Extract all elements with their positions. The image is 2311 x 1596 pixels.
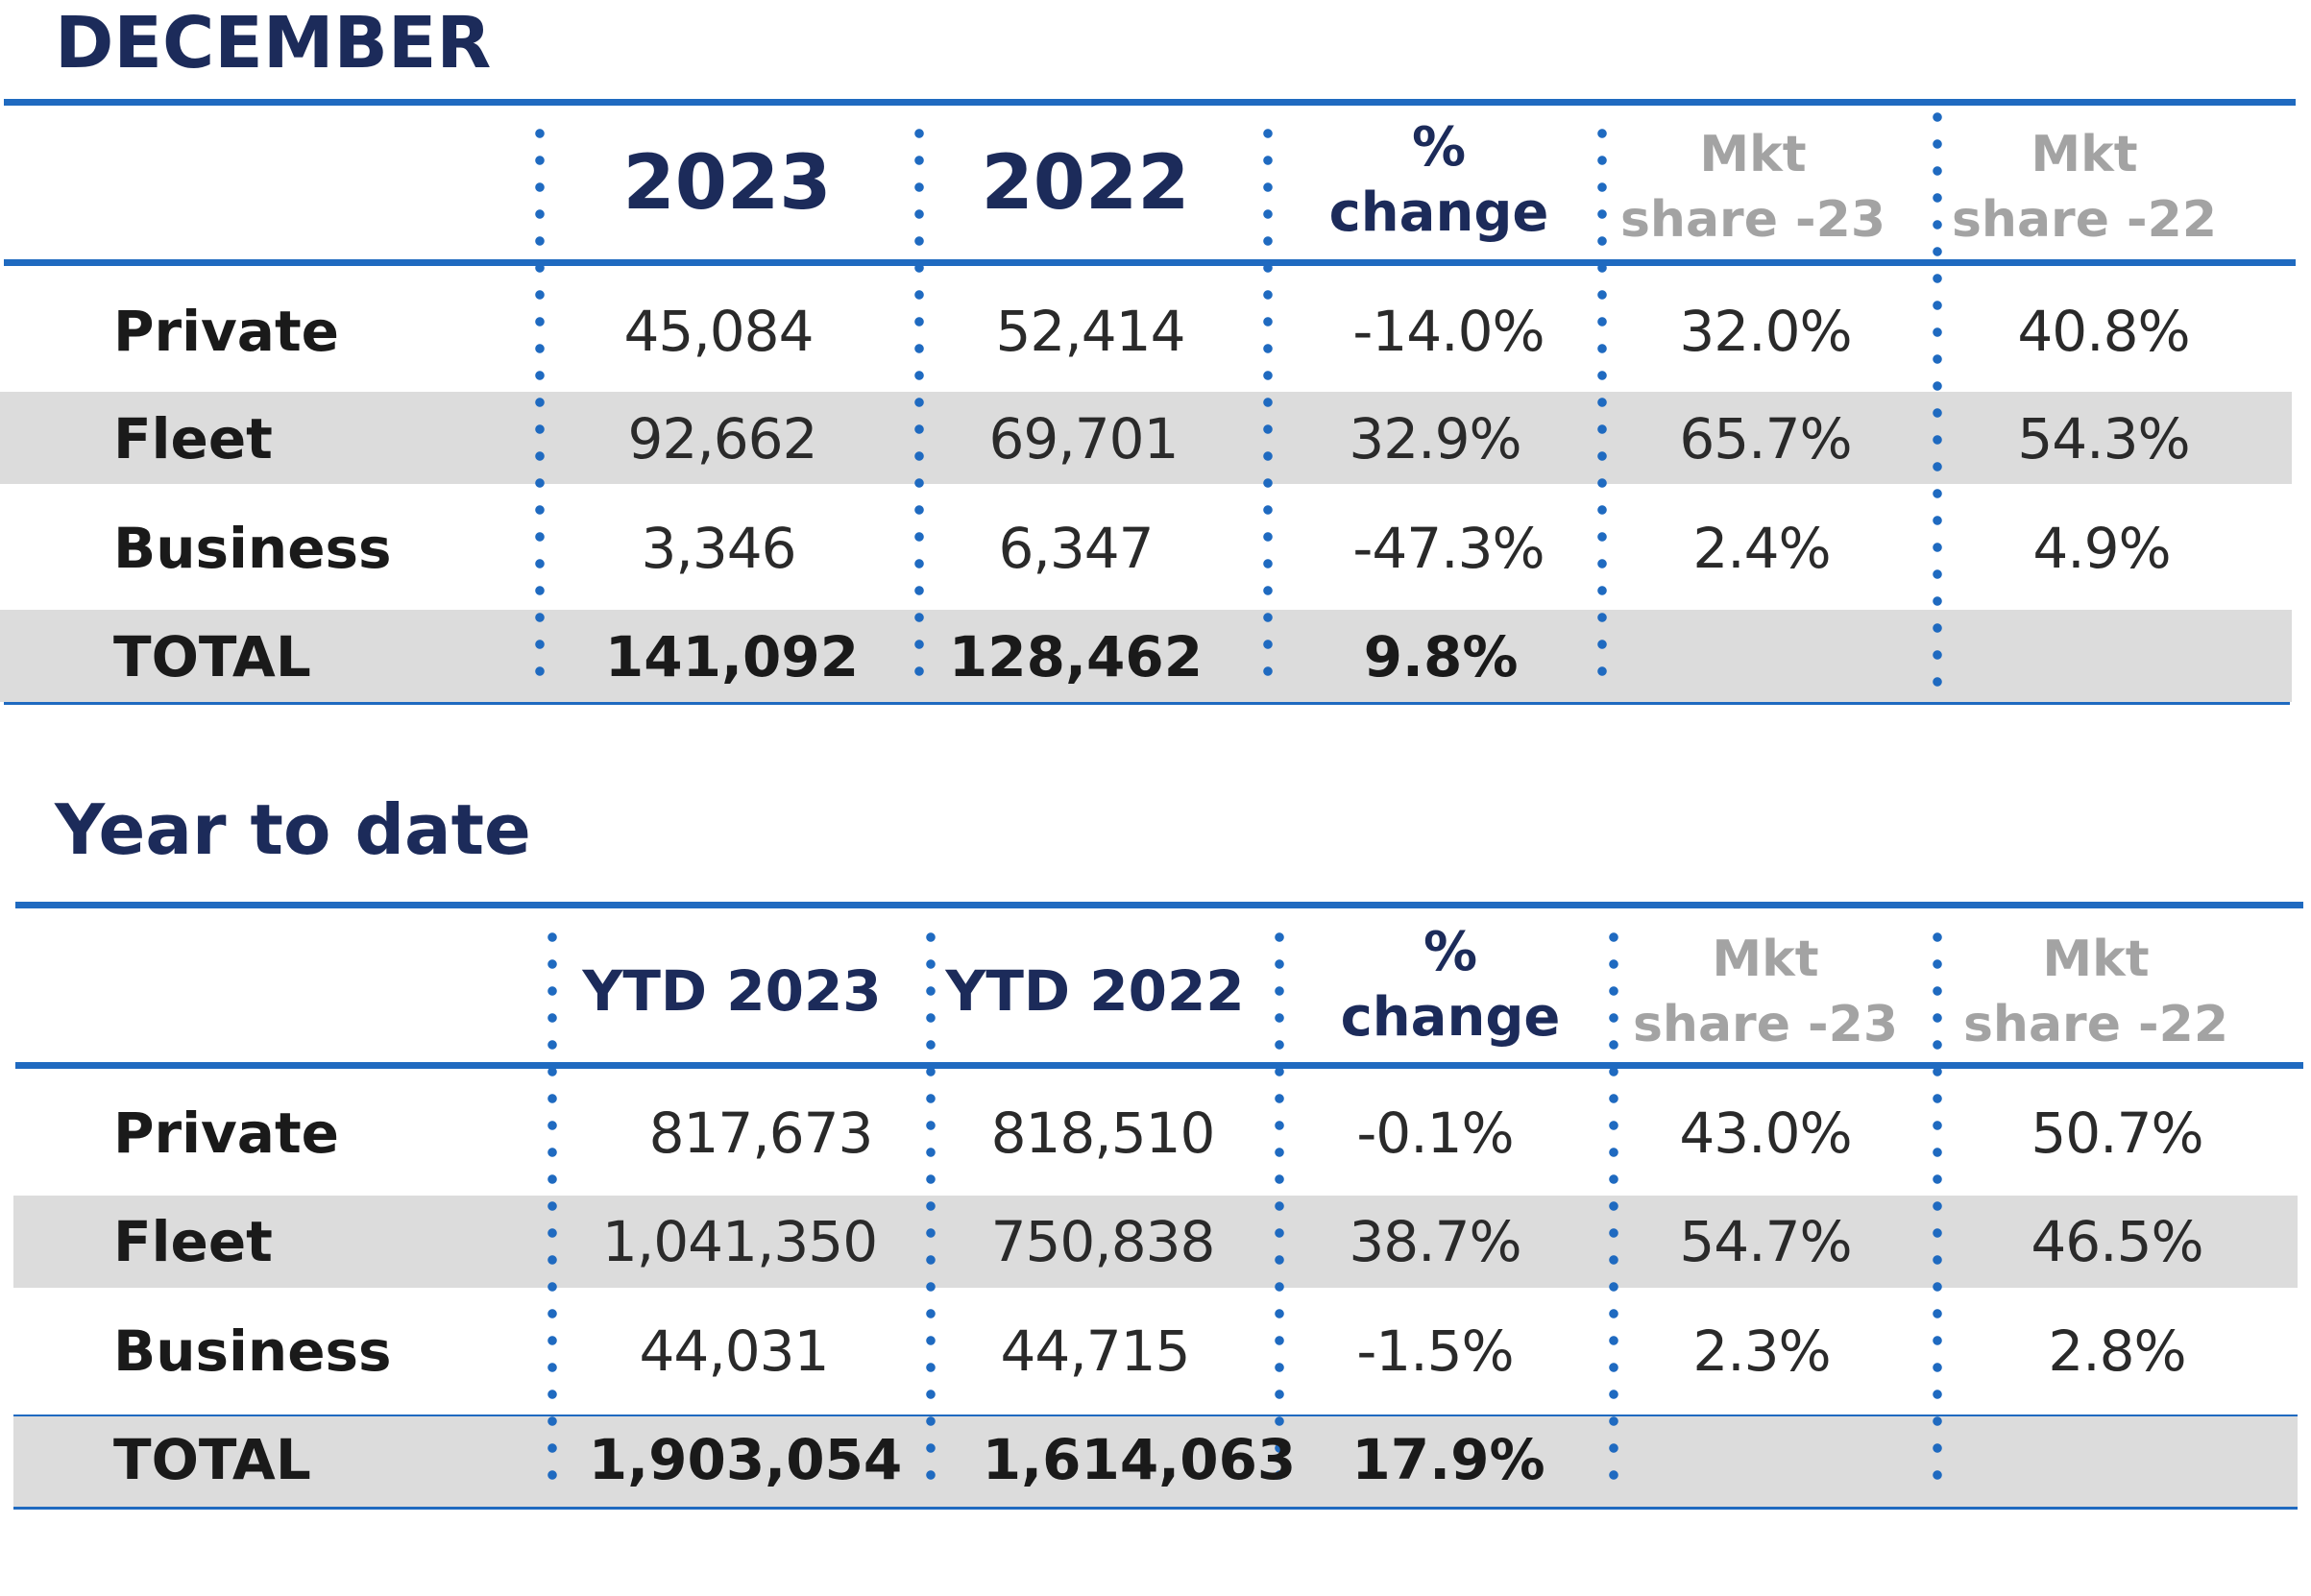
ytd-bottom-rule: [13, 1507, 2298, 1510]
cell-pct-change: -0.1%: [1356, 1100, 1514, 1166]
ytd-header-rule: [15, 1062, 2303, 1069]
cell-pct-change: 9.8%: [1363, 624, 1519, 689]
december-header-mkt22-line1: Mkt: [2031, 126, 2138, 183]
ytd-col-divider-1: [547, 924, 557, 1488]
cell-ytd-2022: 818,510: [990, 1100, 1216, 1166]
december-header-mkt23-line1: Mkt: [1699, 126, 1807, 183]
ytd-top-rule: [15, 902, 2303, 908]
december-col-divider-4: [1597, 120, 1607, 682]
row-label: Fleet: [113, 1209, 273, 1274]
cell-2022: 52,414: [995, 299, 1186, 364]
december-col-divider-5: [1933, 104, 1942, 699]
cell-mkt-share-22: 50.7%: [2031, 1100, 2203, 1166]
december-header-pct-change: % change: [1329, 115, 1549, 247]
cell-ytd-2022: 1,614,063: [982, 1427, 1297, 1492]
cell-pct-change: 38.7%: [1349, 1209, 1521, 1274]
cell-ytd-2023: 1,041,350: [601, 1209, 878, 1274]
cell-pct-change: -47.3%: [1352, 516, 1545, 581]
cell-2023: 45,084: [623, 299, 815, 364]
december-header-2022: 2022: [981, 140, 1190, 227]
cell-2023: 3,346: [641, 516, 796, 581]
cell-pct-change: -1.5%: [1356, 1318, 1514, 1384]
ytd-header-mkt22-line2: share -22: [1962, 995, 2229, 1053]
ytd-col-divider-3: [1275, 924, 1284, 1488]
ytd-col-divider-4: [1609, 924, 1618, 1488]
cell-mkt-share-23: 2.3%: [1692, 1318, 1831, 1384]
cell-ytd-2023: 44,031: [639, 1318, 830, 1384]
cell-mkt-share-22: 40.8%: [2017, 299, 2190, 364]
ytd-col-divider-2: [926, 924, 936, 1488]
cell-pct-change: 17.9%: [1351, 1427, 1545, 1492]
ytd-header-mkt22-line1: Mkt: [2042, 931, 2150, 988]
december-header-mkt-share-23: Mkt share -23: [1620, 123, 1885, 253]
cell-mkt-share-22: 46.5%: [2031, 1209, 2203, 1274]
december-fleet-band: [0, 392, 2292, 484]
cell-mkt-share-23: 32.0%: [1679, 299, 1852, 364]
cell-ytd-2023: 817,673: [648, 1100, 874, 1166]
cell-mkt-share-22: 4.9%: [2032, 516, 2171, 581]
cell-2023: 141,092: [604, 624, 860, 689]
december-header-mkt-share-22: Mkt share -22: [1952, 123, 2217, 253]
cell-mkt-share-23: 65.7%: [1679, 406, 1852, 472]
cell-2022: 6,347: [998, 516, 1154, 581]
cell-2022: 128,462: [948, 624, 1204, 689]
cell-pct-change: -14.0%: [1352, 299, 1545, 364]
row-label: TOTAL: [113, 1427, 311, 1492]
december-bottom-rule: [4, 702, 2290, 705]
cell-mkt-share-22: 2.8%: [2048, 1318, 2186, 1384]
cell-mkt-share-23: 43.0%: [1679, 1100, 1852, 1166]
cell-ytd-2023: 1,903,054: [588, 1427, 903, 1492]
december-header-mkt23-line2: share -23: [1619, 190, 1886, 249]
ytd-header-mkt23-line1: Mkt: [1712, 931, 1819, 988]
row-label: Private: [113, 1100, 340, 1166]
ytd-header-2022: YTD 2022: [945, 958, 1245, 1024]
december-col-divider-1: [535, 120, 545, 682]
cell-ytd-2022: 750,838: [990, 1209, 1216, 1274]
december-header-pct-line2: change: [1328, 181, 1549, 245]
cell-pct-change: 32.9%: [1349, 406, 1521, 472]
ytd-header-pct-line2: change: [1340, 986, 1561, 1050]
ytd-col-divider-5: [1933, 924, 1942, 1488]
ytd-fleet-band: [13, 1196, 2298, 1288]
cell-mkt-share-23: 54.7%: [1679, 1209, 1852, 1274]
ytd-header-pct-line1: %: [1423, 921, 1478, 983]
cell-mkt-share-23: 2.4%: [1692, 516, 1831, 581]
december-header-rule: [4, 259, 2296, 266]
ytd-header-mkt-share-23: Mkt share -23: [1633, 928, 1898, 1057]
december-header-mkt22-line2: share -22: [1951, 190, 2218, 249]
row-label: Business: [113, 516, 392, 581]
ytd-total-band: [13, 1415, 2298, 1508]
cell-2023: 92,662: [627, 406, 818, 472]
ytd-header-pct-change: % change: [1341, 920, 1561, 1052]
december-total-band: [0, 610, 2292, 702]
december-top-rule: [4, 99, 2296, 106]
december-title: DECEMBER: [55, 2, 492, 85]
ytd-header-2023: YTD 2023: [582, 958, 882, 1024]
ytd-header-mkt23-line2: share -23: [1632, 995, 1899, 1053]
row-label: Fleet: [113, 406, 273, 472]
december-header-pct-line1: %: [1411, 116, 1467, 179]
ytd-title: Year to date: [55, 789, 531, 870]
row-label: Private: [113, 299, 340, 364]
cell-mkt-share-22: 54.3%: [2017, 406, 2190, 472]
row-label: TOTAL: [113, 624, 311, 689]
december-col-divider-2: [914, 120, 924, 682]
cell-ytd-2022: 44,715: [1000, 1318, 1191, 1384]
row-label: Business: [113, 1318, 392, 1384]
ytd-header-mkt-share-22: Mkt share -22: [1963, 928, 2228, 1057]
december-col-divider-3: [1263, 120, 1273, 682]
ytd-total-top-rule: [13, 1415, 2298, 1416]
cell-2022: 69,701: [988, 406, 1180, 472]
december-header-2023: 2023: [622, 140, 832, 227]
